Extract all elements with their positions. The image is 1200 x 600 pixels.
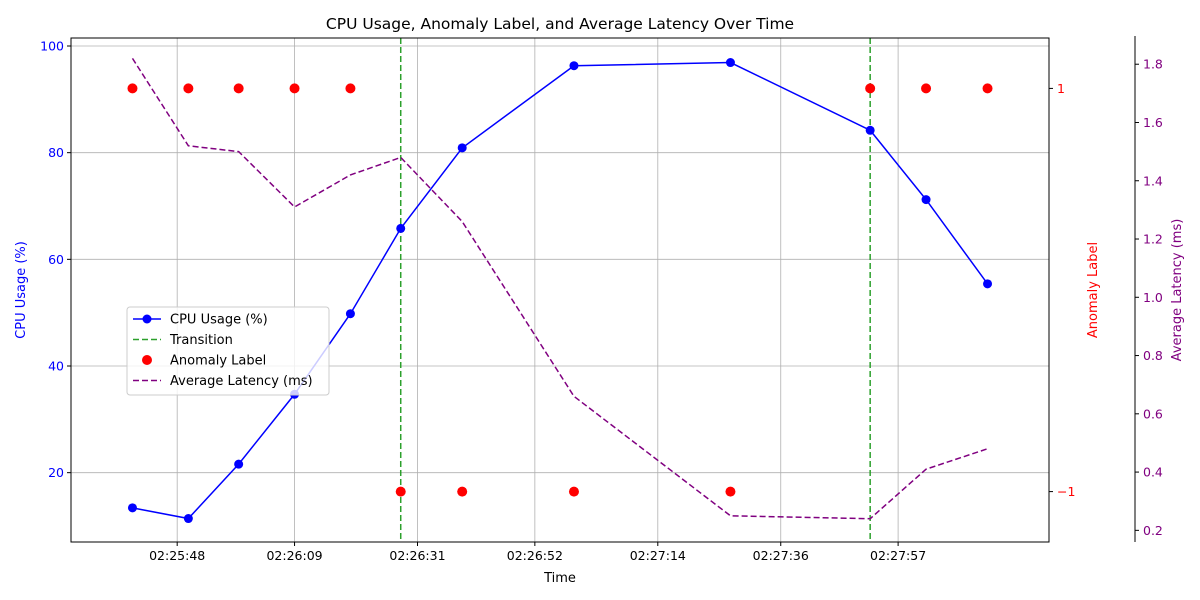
cpu-usage-point	[183, 514, 193, 524]
cpu-usage-point	[457, 143, 467, 153]
anomaly-point	[127, 83, 138, 94]
series-layer	[127, 38, 993, 542]
cpu-usage-point	[921, 195, 931, 205]
chart-title: CPU Usage, Anomaly Label, and Average La…	[326, 15, 794, 33]
anomaly-point	[289, 83, 300, 94]
latency-y-tick-label: 1.8	[1143, 57, 1163, 72]
legend-cpu-marker	[142, 314, 152, 324]
anomaly-point	[183, 83, 194, 94]
anomaly-y-tick-label: −1	[1057, 484, 1075, 499]
latency-line	[131, 57, 988, 520]
plot-frame	[70, 37, 1050, 543]
legend-box	[126, 306, 330, 396]
cpu-usage-point	[345, 309, 355, 319]
left-y-tick-label: 40	[48, 359, 64, 374]
anomaly-point	[982, 83, 993, 94]
legend-anomaly-swatch	[142, 355, 152, 365]
left-y-axis-label: CPU Usage (%)	[14, 241, 29, 339]
legend-label: CPU Usage (%)	[170, 313, 268, 328]
left-y-tick-label: 100	[40, 39, 64, 54]
cpu-usage-point	[865, 125, 875, 135]
left-y-tick-label: 60	[48, 252, 64, 267]
latency-y-tick-label: 0.4	[1143, 465, 1163, 480]
legend-label: Average Latency (ms)	[170, 374, 313, 389]
x-tick-label: 02:26:31	[389, 548, 445, 563]
axes: 02:25:48 02:26:09 02:26:31 02:26:52 02:27:14…	[14, 36, 1185, 563]
latency-y-tick-label: 1.6	[1143, 115, 1163, 130]
cpu-usage-point	[569, 61, 579, 71]
anomaly-y-axis-label: Anomaly Label	[1086, 242, 1101, 338]
latency-y-axis-label: Average Latency (ms)	[1170, 219, 1185, 362]
left-y-tick-label: 20	[48, 465, 64, 480]
anomaly-point	[865, 83, 876, 94]
cpu-usage-point	[725, 58, 735, 68]
anomaly-point	[395, 486, 406, 497]
left-y-tick-label: 80	[48, 145, 64, 160]
x-tick-label: 02:27:57	[870, 548, 926, 563]
cpu-usage-point	[396, 223, 406, 233]
cpu-usage-point	[127, 503, 137, 513]
anomaly-y-tick-label: 1	[1057, 81, 1065, 96]
anomaly-point	[921, 83, 932, 94]
latency-y-tick-label: 1.2	[1143, 232, 1163, 247]
cpu-usage-line	[132, 61, 989, 520]
legend: CPU Usage (%) Transition Anomaly Label Aver…	[126, 306, 330, 396]
anomaly-point	[233, 83, 244, 94]
x-tick-label: 02:27:36	[753, 548, 809, 563]
anomaly-point	[345, 83, 356, 94]
legend-label: Transition	[169, 333, 233, 348]
x-tick-label: 02:25:48	[149, 548, 205, 563]
anomaly-point	[568, 486, 579, 497]
x-tick-label: 02:26:09	[266, 548, 322, 563]
latency-y-tick-label: 1.0	[1143, 290, 1163, 305]
cpu-usage-point	[234, 459, 244, 469]
latency-y-tick-label: 0.8	[1143, 348, 1163, 363]
x-tick-label: 02:26:52	[507, 548, 563, 563]
latency-y-tick-label: 0.2	[1143, 523, 1163, 538]
anomaly-point	[725, 486, 736, 497]
grid	[71, 38, 1049, 542]
x-tick-label: 02:27:14	[630, 548, 686, 563]
cpu-usage-point	[983, 279, 993, 289]
legend-label: Anomaly Label	[170, 354, 266, 369]
anomaly-point	[457, 486, 468, 497]
latency-y-tick-label: 0.6	[1143, 406, 1163, 421]
latency-y-tick-label: 1.4	[1143, 173, 1163, 188]
x-axis-label: Time	[543, 571, 576, 586]
